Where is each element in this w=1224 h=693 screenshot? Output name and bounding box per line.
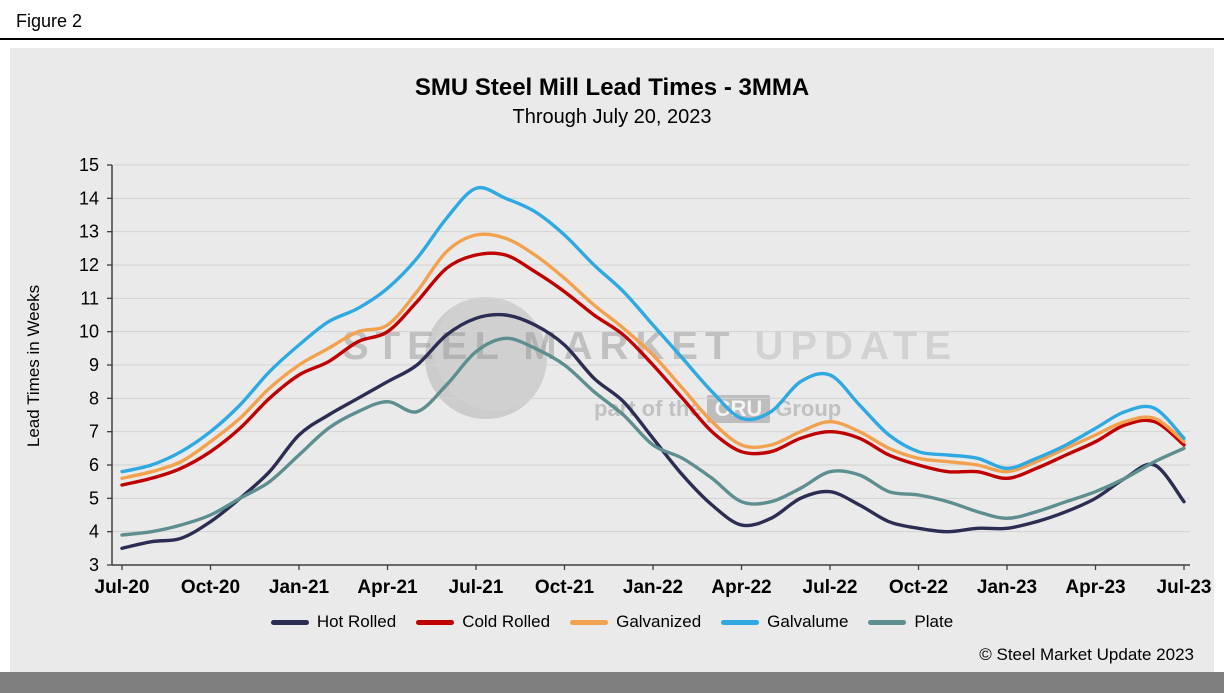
x-tick-label: Jul-23 bbox=[1157, 577, 1212, 598]
series-galvanized bbox=[120, 232, 1186, 481]
chart-subtitle: Through July 20, 2023 bbox=[512, 106, 712, 128]
x-tick-label: Apr-21 bbox=[357, 577, 418, 598]
x-tick-label: Apr-23 bbox=[1065, 577, 1125, 598]
legend-label: Plate bbox=[914, 612, 954, 631]
legend-item-cold-rolled: Cold Rolled bbox=[416, 612, 550, 632]
x-tick-label: Jul-21 bbox=[449, 577, 504, 598]
y-tick-label: 15 bbox=[79, 155, 99, 175]
copyright: © Steel Market Update 2023 bbox=[979, 645, 1194, 664]
y-tick-label: 12 bbox=[79, 255, 99, 275]
x-tick-label: Jul-20 bbox=[95, 577, 150, 598]
y-tick-label: 8 bbox=[89, 388, 99, 408]
legend-item-galvanized: Galvanized bbox=[570, 612, 701, 632]
y-tick-label: 9 bbox=[89, 355, 99, 375]
y-tick-label: 10 bbox=[79, 322, 99, 342]
y-tick-label: 3 bbox=[89, 555, 99, 575]
x-tick-label: Oct-22 bbox=[889, 577, 948, 598]
figure-label: Figure 2 bbox=[16, 11, 83, 31]
legend-swatch bbox=[416, 619, 455, 625]
y-tick-label: 6 bbox=[89, 455, 99, 475]
chart-title: SMU Steel Mill Lead Times - 3MMA bbox=[414, 74, 810, 101]
y-tick-label: 5 bbox=[89, 488, 99, 508]
legend-swatch bbox=[570, 619, 609, 625]
x-tick-label: Jul-22 bbox=[803, 577, 858, 598]
chart-legend: Hot Rolled Cold Rolled Galvanized Galvalume… bbox=[10, 612, 1214, 632]
x-tick-label: Oct-21 bbox=[535, 577, 595, 598]
y-tick-label: 13 bbox=[79, 222, 99, 242]
legend-label: Hot Rolled bbox=[316, 612, 397, 631]
legend-label: Galvanized bbox=[616, 612, 702, 631]
legend-label: Cold Rolled bbox=[462, 612, 551, 631]
series-plate bbox=[120, 336, 1186, 537]
legend-item-hot-rolled: Hot Rolled bbox=[270, 612, 397, 632]
y-tick-label: 11 bbox=[80, 288, 99, 308]
legend-label: Galvalume bbox=[767, 612, 849, 631]
figure-header: Figure 2 bbox=[0, 0, 1224, 40]
y-tick-label: 14 bbox=[79, 188, 99, 208]
legend-swatch bbox=[270, 619, 309, 625]
y-tick-label: 7 bbox=[89, 422, 99, 442]
x-tick-label: Oct-20 bbox=[181, 577, 240, 598]
line-chart: 3 4 5 6 7 8 9 10 11 12 13 14 15 Jul-20 Oct-20 Jan-21 Apr… bbox=[79, 155, 1212, 598]
chart-panel: SMU Steel Mill Lead Times - 3MMA Through… bbox=[10, 48, 1214, 672]
x-tick-label: Apr-22 bbox=[711, 577, 771, 598]
series-cold-rolled bbox=[120, 251, 1186, 487]
series-galvalume bbox=[120, 185, 1186, 474]
y-tick-label: 4 bbox=[89, 522, 99, 542]
legend-item-plate: Plate bbox=[868, 612, 953, 632]
x-tick-label: Jan-22 bbox=[623, 577, 683, 598]
x-tick-label: Jan-23 bbox=[977, 577, 1037, 598]
legend-item-galvalume: Galvalume bbox=[721, 612, 848, 632]
legend-swatch bbox=[721, 619, 760, 625]
series-hot-rolled bbox=[120, 312, 1186, 551]
bottom-bar bbox=[0, 672, 1224, 693]
legend-swatch bbox=[868, 619, 907, 625]
x-tick-label: Jan-21 bbox=[269, 577, 330, 598]
y-axis-title: Lead Times in Weeks bbox=[24, 284, 43, 448]
